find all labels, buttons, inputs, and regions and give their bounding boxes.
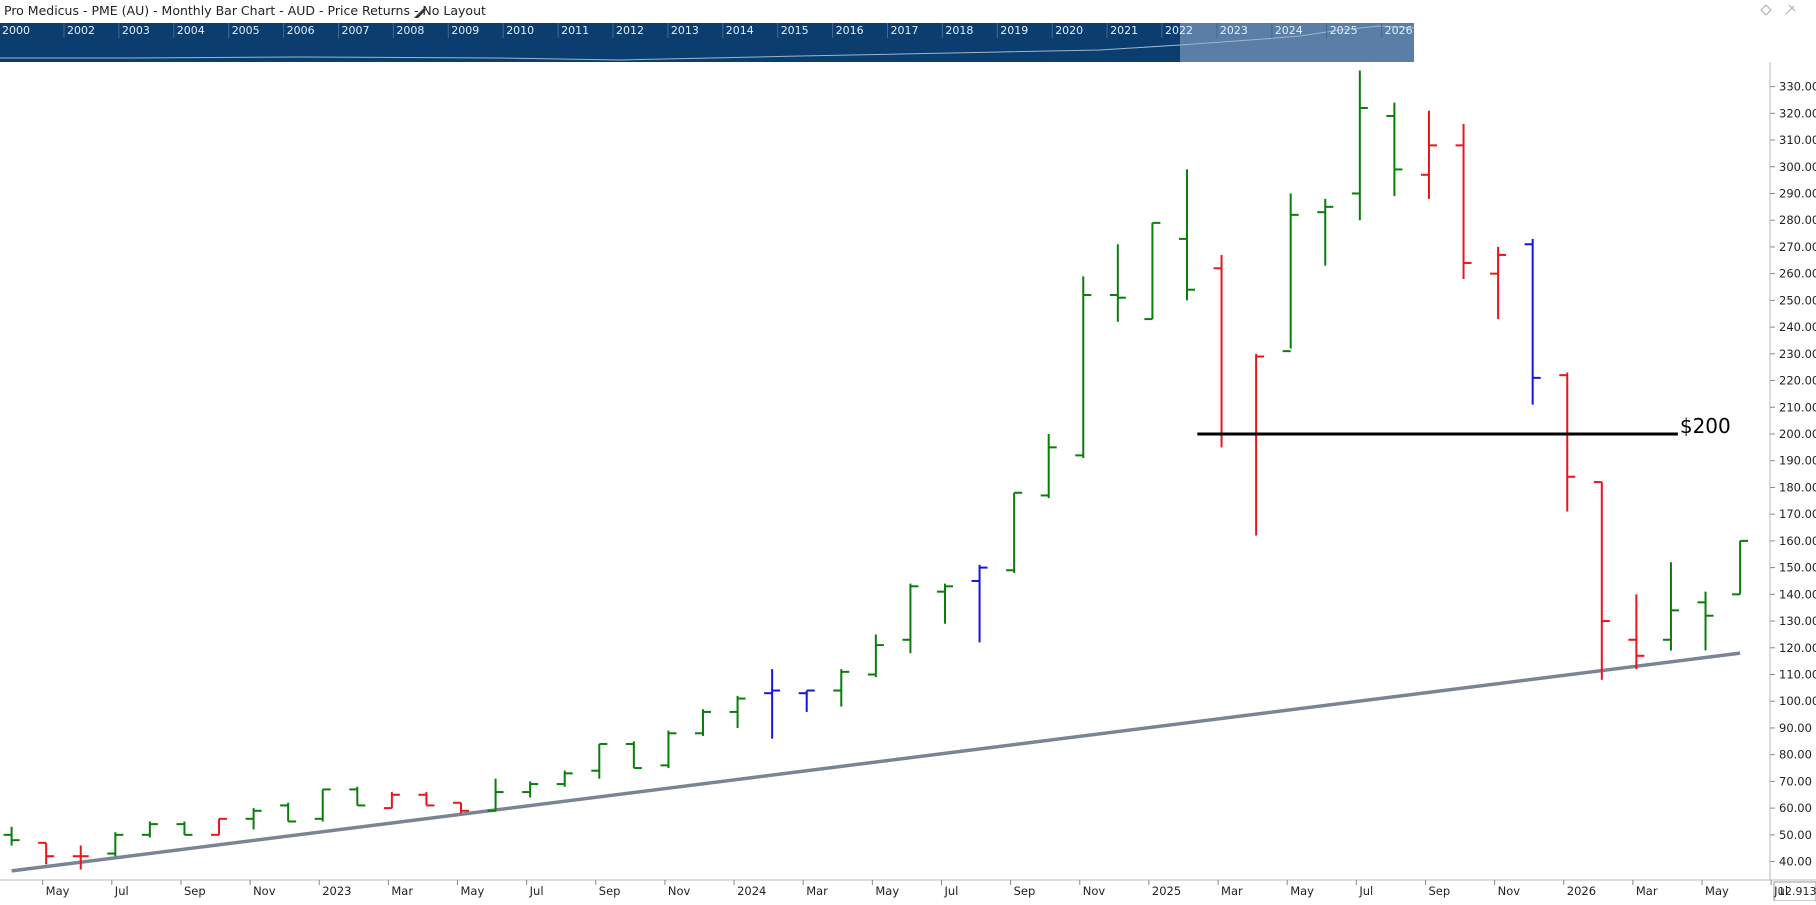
navigator-year: 2020 [1055, 24, 1083, 37]
x-tick-label: Jul [529, 884, 544, 898]
y-tick-label: 320.00 [1779, 106, 1816, 120]
navigator-year: 2025 [1330, 24, 1358, 37]
x-tick-label: May [46, 884, 70, 898]
y-tick-label: 290.00 [1779, 186, 1816, 200]
navigator-year: 2018 [945, 24, 973, 37]
navigator-year: 2003 [122, 24, 150, 37]
x-tick-label: May [1290, 884, 1314, 898]
navigator-year: 2014 [726, 24, 754, 37]
x-tick-label: Nov [1498, 884, 1521, 898]
navigator-year: 2026 [1385, 24, 1413, 37]
navigator-year: 2024 [1275, 24, 1303, 37]
y-tick-label: 120.00 [1779, 641, 1816, 655]
x-tick-label: Sep [184, 884, 206, 898]
header-bar [0, 0, 1816, 23]
navigator-year: 2006 [287, 24, 315, 37]
y-tick-label: 150.00 [1779, 561, 1816, 575]
navigator-year: 2011 [561, 24, 589, 37]
y-tick-label: 250.00 [1779, 293, 1816, 307]
y-tick-label: 300.00 [1779, 160, 1816, 174]
navigator-year: 2009 [451, 24, 479, 37]
pin-icon[interactable] [1785, 4, 1796, 15]
y-tick-label: 260.00 [1779, 267, 1816, 281]
y-tick-label: 110.00 [1779, 667, 1816, 681]
x-tick-label: Mar [391, 884, 413, 898]
navigator-year: 2016 [836, 24, 864, 37]
navigator-year: 2015 [781, 24, 809, 37]
y-tick-label: 180.00 [1779, 480, 1816, 494]
navigator-year: 2022 [1165, 24, 1193, 37]
x-tick-label: Sep [1014, 884, 1036, 898]
trendline [11, 651, 1741, 873]
navigator-line [0, 25, 1415, 61]
y-tick-label: 330.00 [1779, 80, 1816, 94]
x-tick-label: Nov [253, 884, 276, 898]
y-tick-label: 210.00 [1779, 400, 1816, 414]
y-tick-label: 170.00 [1779, 507, 1816, 521]
navigator [0, 23, 1414, 62]
navigator-year: 2005 [232, 24, 260, 37]
x-tick-label: Jul [1358, 884, 1373, 898]
navigator-year: 2012 [616, 24, 644, 37]
y-tick-label: 190.00 [1779, 454, 1816, 468]
x-tick-label: May [875, 884, 899, 898]
header-title: Pro Medicus - PME (AU) - Monthly Bar Cha… [4, 3, 486, 18]
corner-label: 12.913 [1778, 885, 1816, 898]
y-tick-label: 230.00 [1779, 347, 1816, 361]
x-tick-label: 2025 [1152, 884, 1181, 898]
edit-icon[interactable] [414, 8, 426, 18]
y-tick-label: 60.00 [1779, 801, 1812, 815]
y-tick-label: 70.00 [1779, 774, 1812, 788]
y-tick-label: 80.00 [1779, 748, 1812, 762]
y-tick-label: 160.00 [1779, 534, 1816, 548]
x-tick-label: Jul [943, 884, 958, 898]
y-tick-label: 280.00 [1779, 213, 1816, 227]
y-tick-label: 240.00 [1779, 320, 1816, 334]
x-tick-label: 2026 [1567, 884, 1596, 898]
navigator-year: 2017 [891, 24, 919, 37]
y-tick-label: 40.00 [1779, 855, 1812, 869]
navigator-year: 2019 [1000, 24, 1028, 37]
y-tick-label: 200.00 [1779, 427, 1816, 441]
x-tick-label: 2023 [322, 884, 351, 898]
navigator-year: 2021 [1110, 24, 1138, 37]
y-tick-label: 270.00 [1779, 240, 1816, 254]
x-tick-label: Sep [599, 884, 621, 898]
navigator-years: 2000 2002 2003 2004 2005 2006 2007 2008 2009 2010… [2, 23, 1413, 38]
x-tick-label: Mar [806, 884, 828, 898]
x-tick-label: Sep [1428, 884, 1450, 898]
x-tick-label: Mar [1636, 884, 1658, 898]
x-tick-label: Mar [1221, 884, 1243, 898]
y-tick-label: 100.00 [1779, 694, 1816, 708]
x-tick-label: Jul [1773, 884, 1788, 898]
y-tick-label: 220.00 [1779, 374, 1816, 388]
y-tick-label: 140.00 [1779, 587, 1816, 601]
level-label: $200 [1680, 414, 1731, 438]
y-tick-label: 90.00 [1779, 721, 1812, 735]
y-tick-label: 310.00 [1779, 133, 1816, 147]
navigator-year: 2013 [671, 24, 699, 37]
x-tick-label: Jul [114, 884, 129, 898]
navigator-year: 2002 [67, 24, 95, 37]
navigator-year: 2010 [506, 24, 534, 37]
navigator-year: 2007 [342, 24, 370, 37]
navigator-year: 2008 [396, 24, 424, 37]
x-tick-label: Nov [1083, 884, 1106, 898]
x-tick-label: 2024 [737, 884, 766, 898]
navigator-year: 2000 [2, 24, 30, 37]
y-tick-label: 130.00 [1779, 614, 1816, 628]
navigator-year: 2004 [177, 24, 205, 37]
x-tick-label: Nov [668, 884, 691, 898]
x-tick-label: May [1705, 884, 1729, 898]
diamond-icon[interactable] [1760, 4, 1772, 16]
navigator-year: 2023 [1220, 24, 1248, 37]
y-tick-label: 50.00 [1779, 828, 1812, 842]
x-tick-label: May [461, 884, 485, 898]
